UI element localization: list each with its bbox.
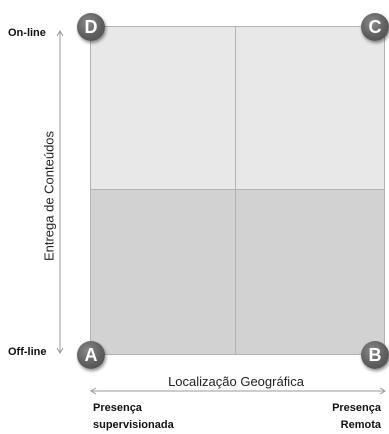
y-axis-title: Entrega de Conteúdos <box>41 130 57 262</box>
quadrant-top-left <box>90 26 235 189</box>
x-axis-left-label-line1: Presença <box>93 402 142 414</box>
y-axis-top-label: On-line <box>8 27 46 39</box>
quadrant-bottom-left <box>90 189 235 355</box>
x-axis-right-label: Presença Remota <box>332 400 381 434</box>
x-axis-left-label: Presença supervisionada <box>93 400 174 434</box>
x-axis-right-label-line1: Presença <box>332 402 381 414</box>
x-axis-title: Localização Geográfica <box>168 374 304 389</box>
x-axis-left-label-line2: supervisionada <box>93 419 174 431</box>
y-axis-bottom-label: Off-line <box>8 346 47 358</box>
x-axis-right-label-line2: Remota <box>340 419 381 431</box>
corner-badge-a: A <box>77 341 105 369</box>
corner-badge-c: C <box>361 13 389 41</box>
quadrant-top-right <box>235 26 385 189</box>
corner-badge-d: D <box>77 13 105 41</box>
quadrant-bottom-right <box>235 189 385 355</box>
corner-badge-b: B <box>361 341 389 369</box>
